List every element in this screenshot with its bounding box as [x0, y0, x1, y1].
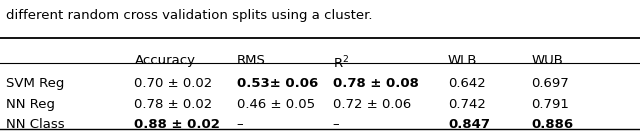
Text: –: – — [237, 118, 243, 131]
Text: 0.78 ± 0.02: 0.78 ± 0.02 — [134, 98, 212, 111]
Text: –: – — [333, 118, 339, 131]
Text: 0.72 ± 0.06: 0.72 ± 0.06 — [333, 98, 411, 111]
Text: SVM Reg: SVM Reg — [6, 77, 65, 90]
Text: WLB: WLB — [448, 54, 477, 67]
Text: NN Class: NN Class — [6, 118, 65, 131]
Text: NN Reg: NN Reg — [6, 98, 56, 111]
Text: WUB: WUB — [531, 54, 563, 67]
Text: 0.742: 0.742 — [448, 98, 486, 111]
Text: 0.697: 0.697 — [531, 77, 569, 90]
Text: 0.886: 0.886 — [531, 118, 573, 131]
Text: 0.53± 0.06: 0.53± 0.06 — [237, 77, 318, 90]
Text: 0.70 ± 0.02: 0.70 ± 0.02 — [134, 77, 212, 90]
Text: 0.847: 0.847 — [448, 118, 490, 131]
Text: 0.88 ± 0.02: 0.88 ± 0.02 — [134, 118, 220, 131]
Text: R$^2$: R$^2$ — [333, 54, 349, 71]
Text: 0.642: 0.642 — [448, 77, 486, 90]
Text: 0.78 ± 0.08: 0.78 ± 0.08 — [333, 77, 419, 90]
Text: Accuracy: Accuracy — [134, 54, 195, 67]
Text: RMS: RMS — [237, 54, 266, 67]
Text: 0.46 ± 0.05: 0.46 ± 0.05 — [237, 98, 315, 111]
Text: 0.791: 0.791 — [531, 98, 569, 111]
Text: different random cross validation splits using a cluster.: different random cross validation splits… — [6, 9, 373, 22]
